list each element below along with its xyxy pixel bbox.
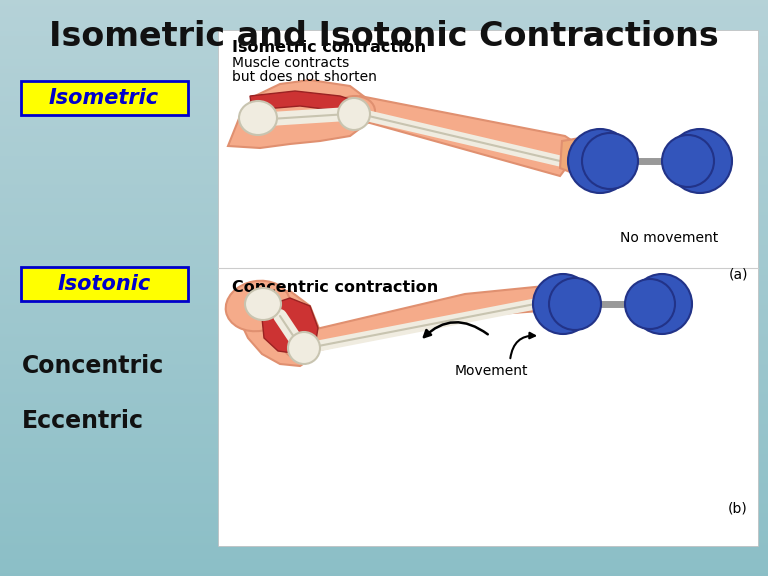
Circle shape	[568, 129, 632, 193]
FancyBboxPatch shape	[21, 81, 188, 115]
Circle shape	[632, 274, 692, 334]
Polygon shape	[240, 291, 320, 366]
Circle shape	[668, 129, 732, 193]
Text: Isometric contraction: Isometric contraction	[232, 40, 426, 55]
Ellipse shape	[239, 101, 277, 135]
Text: Isometric: Isometric	[49, 88, 159, 108]
Polygon shape	[228, 80, 370, 148]
Polygon shape	[537, 284, 570, 316]
Circle shape	[338, 98, 370, 130]
Circle shape	[549, 278, 601, 330]
FancyArrowPatch shape	[510, 333, 535, 358]
Circle shape	[288, 332, 320, 364]
Text: Muscle contracts: Muscle contracts	[232, 56, 349, 70]
Polygon shape	[560, 138, 605, 176]
FancyBboxPatch shape	[21, 267, 188, 301]
Text: Concentric contraction: Concentric contraction	[232, 280, 439, 295]
Polygon shape	[345, 96, 580, 176]
Circle shape	[582, 133, 638, 189]
Text: Isotonic: Isotonic	[58, 274, 151, 294]
Polygon shape	[262, 298, 318, 354]
Text: (a): (a)	[728, 268, 748, 282]
Polygon shape	[250, 91, 365, 118]
Ellipse shape	[335, 96, 375, 126]
Circle shape	[662, 135, 714, 187]
Text: but does not shorten: but does not shorten	[232, 70, 377, 84]
Circle shape	[533, 274, 593, 334]
FancyArrowPatch shape	[424, 322, 488, 337]
Text: No movement: No movement	[620, 231, 718, 245]
Text: Isometric and Isotonic Contractions: Isometric and Isotonic Contractions	[49, 20, 719, 53]
Text: Concentric: Concentric	[22, 354, 164, 378]
Text: Eccentric: Eccentric	[22, 409, 144, 433]
Text: Movement: Movement	[455, 364, 528, 378]
Polygon shape	[295, 286, 560, 354]
Ellipse shape	[283, 329, 317, 359]
Ellipse shape	[226, 281, 290, 331]
Circle shape	[625, 279, 675, 329]
Text: (b): (b)	[728, 501, 748, 515]
Ellipse shape	[245, 288, 281, 320]
Bar	[218, 30, 758, 546]
